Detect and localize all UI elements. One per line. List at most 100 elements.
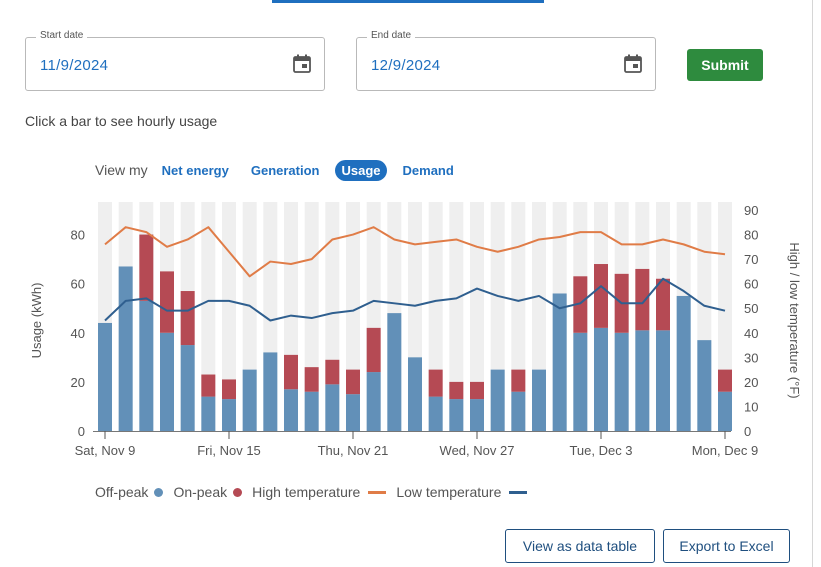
bar-off-peak[interactable] <box>614 332 629 431</box>
bar-off-peak[interactable] <box>697 340 712 431</box>
view-demand-button[interactable]: Demand <box>397 160 460 181</box>
legend-high-temperature-label: High temperature <box>252 484 361 500</box>
y2-tick-label: 90 <box>744 203 758 218</box>
bar-off-peak[interactable] <box>304 391 319 431</box>
y-tick-label: 60 <box>71 277 85 292</box>
chart-hint: Click a bar to see hourly usage <box>25 113 218 129</box>
bar-off-peak[interactable] <box>284 389 298 431</box>
x-tick-label: Thu, Nov 21 <box>318 443 389 458</box>
export-excel-button[interactable]: Export to Excel <box>663 529 790 563</box>
bar-on-peak[interactable] <box>573 276 588 333</box>
y2-tick-label: 20 <box>744 375 758 390</box>
end-date-label: End date <box>367 30 416 41</box>
y-axis-title: Usage (kWh) <box>29 283 44 359</box>
bar-on-peak[interactable] <box>718 369 732 392</box>
y2-tick-label: 50 <box>744 301 758 316</box>
bar-off-peak[interactable] <box>470 399 484 431</box>
bar-off-peak[interactable] <box>222 399 236 431</box>
x-tick-label: Fri, Nov 15 <box>197 443 261 458</box>
bar-on-peak[interactable] <box>160 271 174 333</box>
legend-on-peak-label: On-peak <box>173 484 228 500</box>
view-usage-button[interactable]: Usage <box>335 159 387 181</box>
bar-off-peak[interactable] <box>511 391 526 431</box>
end-date-field[interactable]: End date 12/9/2024 <box>356 30 656 91</box>
y2-tick-label: 60 <box>744 277 758 292</box>
legend-on-peak[interactable]: On-peak <box>173 484 243 500</box>
column-band <box>449 202 464 431</box>
bar-off-peak[interactable] <box>573 332 588 431</box>
bar-off-peak[interactable] <box>490 369 505 431</box>
bar-off-peak[interactable] <box>656 330 670 431</box>
chart-legend: Off-peak On-peak High temperature Low te… <box>95 484 537 500</box>
x-tick-label: Sat, Nov 9 <box>75 443 136 458</box>
bar-off-peak[interactable] <box>160 332 174 431</box>
view-label: View my <box>95 162 148 178</box>
bar-off-peak[interactable] <box>366 372 381 431</box>
bar-off-peak[interactable] <box>718 391 732 431</box>
bar-off-peak[interactable] <box>118 266 133 431</box>
bar-on-peak[interactable] <box>180 291 195 346</box>
bar-off-peak[interactable] <box>98 322 112 431</box>
y-tick-label: 20 <box>71 375 85 390</box>
y2-tick-label: 10 <box>744 399 758 414</box>
bar-on-peak[interactable] <box>222 379 236 400</box>
view-selector: View my Net energy Generation Usage Dema… <box>95 158 470 182</box>
y-tick-label: 80 <box>71 228 85 243</box>
calendar-icon[interactable] <box>292 54 312 74</box>
bar-off-peak[interactable] <box>676 295 691 431</box>
y2-tick-label: 30 <box>744 350 758 365</box>
bar-on-peak[interactable] <box>656 278 670 331</box>
panel-border <box>812 0 813 567</box>
bar-on-peak[interactable] <box>511 369 526 392</box>
bar-on-peak[interactable] <box>284 354 298 390</box>
bar-on-peak[interactable] <box>325 359 340 385</box>
bar-off-peak[interactable] <box>449 399 464 431</box>
bar-on-peak[interactable] <box>201 374 216 397</box>
start-date-value[interactable]: 11/9/2024 <box>40 57 109 74</box>
bar-off-peak[interactable] <box>201 396 216 431</box>
submit-button[interactable]: Submit <box>687 49 763 81</box>
bar-on-peak[interactable] <box>449 381 464 400</box>
bar-on-peak[interactable] <box>428 369 443 397</box>
bar-off-peak[interactable] <box>635 330 650 431</box>
end-date-value[interactable]: 12/9/2024 <box>371 57 441 74</box>
bar-off-peak[interactable] <box>532 369 546 431</box>
legend-high-temperature[interactable]: High temperature <box>252 484 387 500</box>
legend-off-peak[interactable]: Off-peak <box>95 484 164 500</box>
view-generation-button[interactable]: Generation <box>245 160 326 181</box>
bar-on-peak[interactable] <box>594 264 608 328</box>
legend-low-temperature[interactable]: Low temperature <box>396 484 528 500</box>
y2-axis-title: High / low temperature (°F) <box>787 242 802 398</box>
bar-off-peak[interactable] <box>387 313 402 431</box>
bar-on-peak[interactable] <box>139 234 154 301</box>
on-peak-dot-icon <box>233 487 243 497</box>
view-net-energy-button[interactable]: Net energy <box>156 160 235 181</box>
bar-off-peak[interactable] <box>242 369 257 431</box>
x-tick-label: Tue, Dec 3 <box>569 443 632 458</box>
view-data-table-button[interactable]: View as data table <box>505 529 655 563</box>
start-date-field[interactable]: Start date 11/9/2024 <box>25 30 325 91</box>
bar-off-peak[interactable] <box>408 357 422 431</box>
x-tick-label: Mon, Dec 9 <box>692 443 758 458</box>
high-temperature-line-icon <box>368 490 387 494</box>
calendar-icon[interactable] <box>623 54 643 74</box>
bar-off-peak[interactable] <box>428 396 443 431</box>
bar-off-peak[interactable] <box>139 300 154 431</box>
usage-chart: 0 20 40 60 80 0 10 20 30 40 50 60 70 80 90 Sat, Nov 9 Fr… <box>29 202 802 458</box>
y2-tick-label: 40 <box>744 326 758 341</box>
y-tick-label: 40 <box>71 326 85 341</box>
bar-on-peak[interactable] <box>304 367 319 392</box>
bar-off-peak[interactable] <box>325 384 340 431</box>
bar-off-peak[interactable] <box>594 327 608 431</box>
legend-off-peak-label: Off-peak <box>95 484 149 500</box>
bar-off-peak[interactable] <box>180 345 195 431</box>
bar-on-peak[interactable] <box>635 268 650 331</box>
bar-on-peak[interactable] <box>366 327 381 373</box>
bar-off-peak[interactable] <box>263 352 278 431</box>
bar-off-peak[interactable] <box>346 394 360 431</box>
bar-on-peak[interactable] <box>346 369 360 395</box>
bar-off-peak[interactable] <box>552 293 567 431</box>
bar-on-peak[interactable] <box>470 381 484 400</box>
high-temperature-line <box>104 226 726 278</box>
off-peak-dot-icon <box>154 487 164 497</box>
